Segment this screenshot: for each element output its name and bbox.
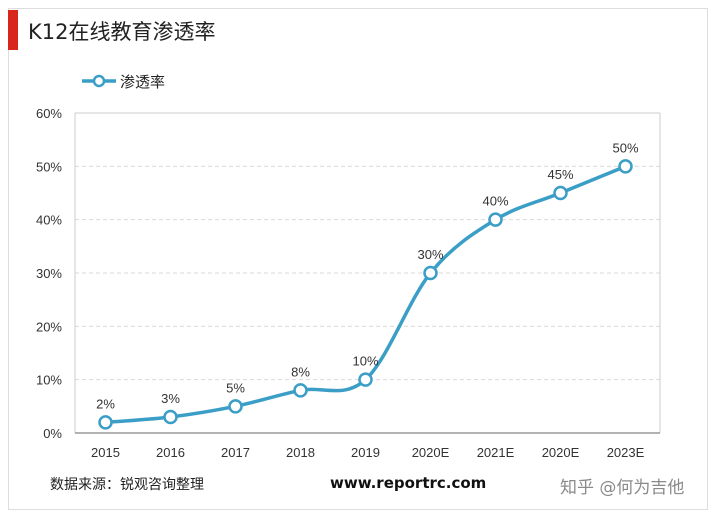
- data-label: 40%: [482, 194, 508, 209]
- chart-frame: [8, 8, 708, 510]
- x-tick-label: 2019: [351, 445, 380, 460]
- watermark: 知乎 @何为吉他: [560, 478, 685, 498]
- data-point: [553, 185, 568, 201]
- data-label: 50%: [612, 140, 638, 155]
- data-point: [293, 383, 308, 398]
- data-point: [98, 415, 113, 430]
- data-label: 30%: [417, 247, 443, 262]
- y-tick-label: 10%: [36, 373, 62, 388]
- data-point: [423, 265, 438, 281]
- y-tick-label: 0%: [43, 426, 62, 441]
- data-label: 45%: [547, 167, 573, 182]
- x-tick-label: 2020E: [542, 445, 580, 460]
- data-point: [618, 159, 633, 174]
- data-point: [228, 399, 243, 414]
- data-label: 5%: [226, 380, 245, 395]
- data-label: 2%: [96, 396, 115, 411]
- x-tick-label: 2016: [156, 445, 185, 460]
- series-line: [105, 164, 627, 425]
- y-tick-label: 50%: [36, 159, 62, 174]
- y-tick-label: 20%: [36, 319, 62, 334]
- data-label: 8%: [291, 364, 310, 379]
- x-tick-label: 2021E: [477, 445, 515, 460]
- x-tick-label: 2020E: [412, 445, 450, 460]
- data-source: 数据来源：锐观咨询整理: [50, 477, 204, 493]
- x-tick-label: 2018: [286, 445, 315, 460]
- x-tick-label: 2023E: [607, 445, 645, 460]
- y-tick-label: 40%: [36, 213, 62, 228]
- data-point: [488, 212, 503, 227]
- site-url: www.reportrc.com: [330, 474, 487, 492]
- data-point: [358, 372, 373, 387]
- data-label: 3%: [161, 391, 180, 406]
- title-accent-bar: [8, 10, 18, 50]
- legend-marker: [92, 74, 106, 88]
- x-tick-label: 2017: [221, 445, 250, 460]
- chart-title: K12在线教育渗透率: [28, 20, 216, 44]
- y-tick-label: 30%: [36, 266, 62, 281]
- legend-label: 渗透率: [120, 74, 165, 91]
- x-tick-label: 2015: [91, 445, 120, 460]
- y-tick-label: 60%: [36, 106, 62, 121]
- data-label: 10%: [352, 354, 378, 369]
- data-point: [163, 409, 178, 425]
